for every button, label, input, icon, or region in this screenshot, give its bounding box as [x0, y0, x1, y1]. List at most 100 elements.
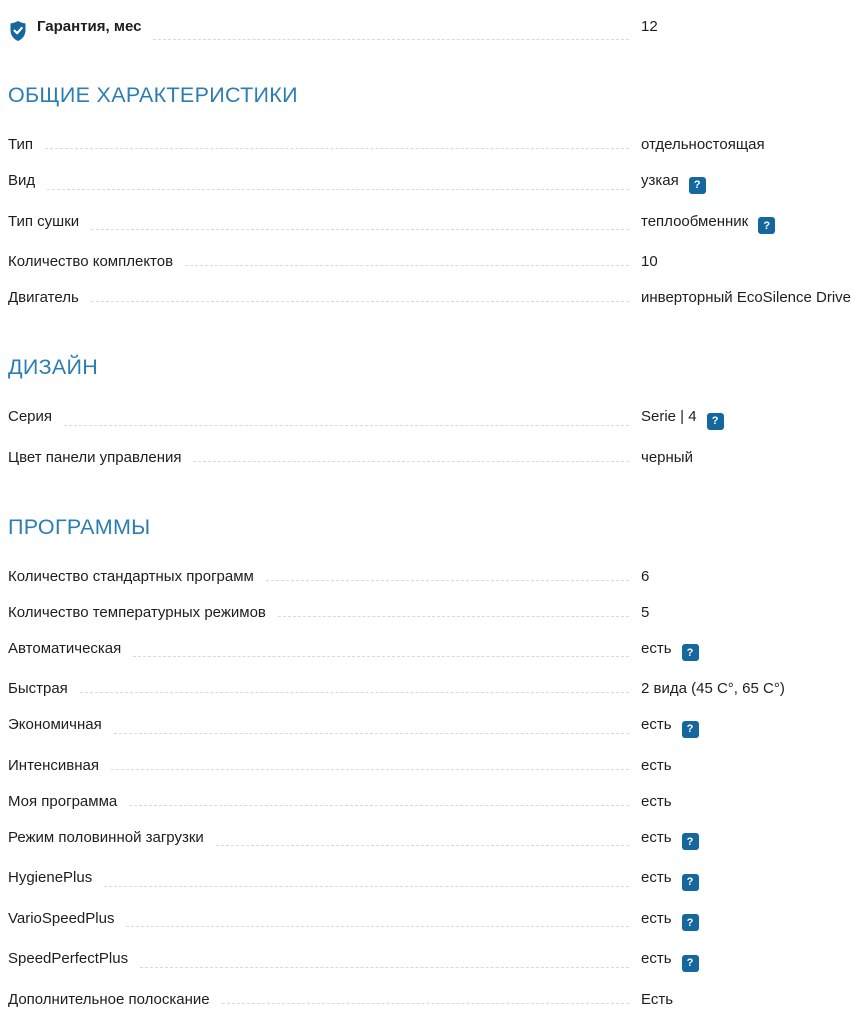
spec-row: Тип отдельностоящая — [8, 127, 868, 163]
spec-label: Гарантия, мес — [37, 18, 142, 35]
spec-value-cell: есть — [641, 793, 868, 810]
dotted-leader — [221, 1002, 629, 1004]
spec-label: Количество стандартных программ — [8, 567, 254, 585]
spec-value-cell: 6 — [641, 568, 868, 585]
spec-label: Вид — [8, 172, 36, 189]
section-title: ОБЩИЕ ХАРАКТЕРИСТИКИ — [8, 83, 298, 107]
dotted-leader — [129, 804, 629, 806]
dotted-leader — [215, 845, 629, 846]
dotted-leader — [265, 579, 629, 581]
spec-row: VarioSpeedPlus есть? — [8, 901, 868, 942]
spec-value-cell: теплообменник? — [641, 212, 868, 234]
spec-row: Вид узкая? — [8, 163, 868, 204]
dotted-leader — [104, 885, 629, 887]
dotted-leader — [140, 966, 629, 968]
spec-label: Серия — [8, 408, 53, 425]
dotted-leader — [126, 926, 629, 927]
help-icon[interactable]: ? — [681, 644, 699, 661]
spec-value: теплообменник — [641, 212, 749, 230]
spec-row: HygienePlus есть? — [8, 860, 868, 901]
spec-row: Экономичная есть? — [8, 707, 868, 748]
spec-value-cell: есть? — [641, 909, 868, 931]
spec-value: есть — [641, 639, 672, 657]
spec-label: Двигатель — [8, 289, 79, 306]
spec-value: черный — [641, 448, 693, 466]
spec-value: Есть — [641, 990, 674, 1008]
spec-value-cell: есть? — [641, 716, 868, 738]
spec-value: есть — [641, 828, 672, 846]
spec-row: Автоматическая есть? — [8, 631, 868, 672]
spec-value-cell: 2 вида (45 C°, 65 C°) — [641, 680, 868, 697]
dotted-leader — [45, 148, 629, 149]
spec-value: 12 — [641, 18, 658, 35]
spec-label: Автоматическая — [8, 639, 122, 657]
spec-label: Тип — [8, 136, 34, 153]
spec-value-cell: 10 — [641, 253, 868, 270]
spec-value: есть — [641, 756, 672, 774]
spec-value: 2 вида (45 C°, 65 C°) — [641, 680, 785, 697]
spec-label: Экономичная — [8, 716, 102, 733]
spec-value: 10 — [641, 253, 658, 270]
spec-row-warranty: Гарантия, мес 12 — [8, 12, 868, 44]
spec-row: Режим половинной загрузки есть? — [8, 820, 868, 861]
spec-section: ОБЩИЕ ХАРАКТЕРИСТИКИ Тип отдельностоящая Ви… — [8, 82, 868, 316]
spec-value: инверторный EcoSilence Drive — [641, 289, 852, 306]
help-icon[interactable]: ? — [706, 412, 724, 430]
spec-value-cell: 5 — [641, 604, 868, 621]
spec-label: HygienePlus — [8, 869, 93, 886]
help-icon[interactable]: ? — [681, 914, 699, 931]
spec-section: ПРОГРАММЫ Количество стандартных программ… — [8, 514, 868, 1018]
section-title: ПРОГРАММЫ — [8, 514, 151, 539]
spec-row: Серия Serie | 4? — [8, 399, 868, 440]
spec-value: есть — [641, 869, 672, 886]
specs-page: Гарантия, мес 12 ОБЩИЕ ХАРАКТЕРИСТИКИ Тип… — [8, 12, 868, 1018]
dotted-leader — [113, 732, 629, 734]
dotted-leader — [91, 229, 629, 230]
spec-row: Тип сушки теплообменник? — [8, 204, 868, 245]
spec-label: SpeedPerfectPlus — [8, 950, 129, 967]
dotted-leader — [111, 768, 629, 770]
dotted-leader — [79, 692, 629, 693]
spec-value-cell: есть? — [641, 828, 868, 850]
spec-row: Двигатель инверторный EcoSilence Drive — [8, 280, 868, 316]
warranty-shield-icon — [8, 20, 28, 42]
dotted-leader — [64, 424, 629, 426]
help-icon[interactable]: ? — [758, 217, 776, 234]
spec-value-cell: есть? — [641, 869, 868, 891]
dotted-leader — [185, 265, 629, 266]
help-icon[interactable]: ? — [681, 833, 699, 850]
spec-label: VarioSpeedPlus — [8, 909, 115, 927]
spec-row: Количество комплектов 10 — [8, 244, 868, 280]
spec-row: Количество стандартных программ 6 — [8, 559, 868, 595]
spec-value-cell: узкая? — [641, 172, 868, 194]
spec-value: отдельностоящая — [641, 136, 765, 153]
spec-value-cell: инверторный EcoSilence Drive — [641, 289, 868, 306]
spec-row: Интенсивная есть — [8, 748, 868, 784]
spec-row: Дополнительное полоскание Есть — [8, 982, 868, 1018]
spec-label: Быстрая — [8, 680, 68, 697]
spec-row: Моя программа есть — [8, 784, 868, 820]
spec-value: 5 — [641, 603, 650, 621]
spec-value: есть — [641, 909, 672, 927]
spec-label: Количество температурных режимов — [8, 603, 266, 621]
spec-value-cell: черный — [641, 449, 868, 466]
spec-value: узкая — [641, 172, 679, 189]
dotted-leader — [193, 460, 629, 462]
help-icon[interactable]: ? — [688, 176, 706, 194]
spec-value-cell: Serie | 4? — [641, 408, 868, 430]
spec-label: Режим половинной загрузки — [8, 828, 204, 846]
spec-value: есть — [641, 792, 672, 810]
spec-row: Быстрая 2 вида (45 C°, 65 C°) — [8, 671, 868, 707]
help-icon[interactable]: ? — [681, 873, 699, 891]
dotted-leader — [277, 615, 629, 617]
spec-label: Интенсивная — [8, 756, 99, 774]
spec-value-cell: есть? — [641, 950, 868, 972]
spec-row: SpeedPerfectPlus есть? — [8, 941, 868, 982]
help-icon[interactable]: ? — [681, 720, 699, 738]
section-title: ДИЗАЙН — [8, 355, 99, 379]
spec-row: Количество температурных режимов 5 — [8, 595, 868, 631]
spec-label: Моя программа — [8, 792, 118, 810]
spec-label: Дополнительное полоскание — [8, 990, 210, 1008]
dotted-leader — [153, 39, 629, 40]
help-icon[interactable]: ? — [681, 954, 699, 972]
